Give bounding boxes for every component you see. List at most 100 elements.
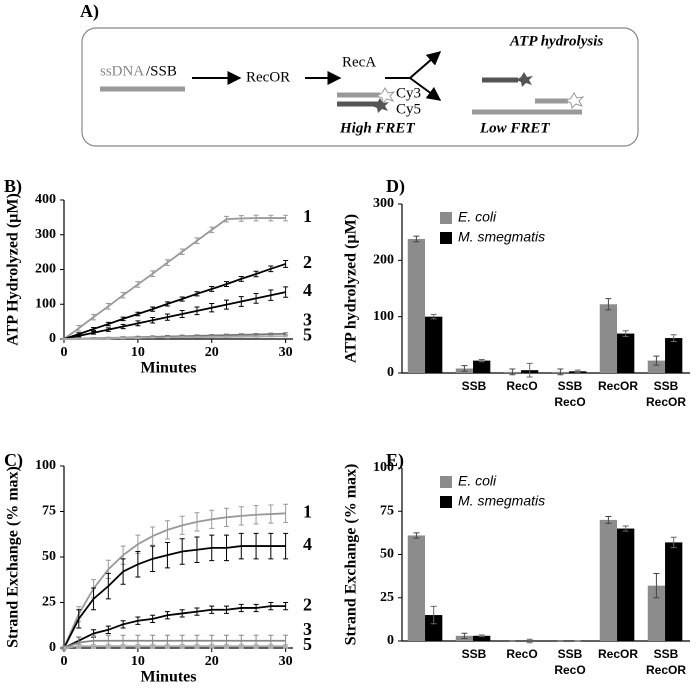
x-tick-label: RecOR	[646, 395, 686, 409]
panel-label: B)	[4, 176, 22, 197]
y-axis-label: ATP hydrolyzed (µM)	[343, 214, 360, 363]
error-bar	[209, 509, 215, 529]
error-bar	[61, 645, 67, 651]
legend-swatch	[440, 476, 452, 488]
error-bar	[461, 632, 468, 639]
series-end-label: 3	[303, 619, 312, 639]
error-bar	[105, 625, 111, 634]
error-bar	[120, 620, 126, 629]
series-line	[63, 217, 286, 340]
y-tick-label: 50	[42, 549, 56, 564]
error-bar	[164, 259, 170, 266]
error-bar	[238, 532, 244, 560]
error-bar	[238, 296, 244, 307]
error-bar	[179, 248, 185, 256]
error-bar	[194, 306, 200, 316]
y-axis-label: ATP Hydrolyzed (µM)	[5, 193, 22, 346]
recor-label: RecOR	[246, 69, 290, 85]
error-bar	[61, 338, 67, 340]
error-bar	[238, 215, 244, 222]
error-bar	[622, 330, 629, 337]
error-bar	[179, 310, 185, 318]
error-bar	[120, 291, 126, 299]
error-bar	[120, 643, 126, 649]
error-bar	[283, 532, 289, 560]
y-tick-label: 300	[35, 227, 56, 242]
bar	[647, 585, 666, 641]
error-bar	[105, 572, 111, 600]
y-tick-label: 50	[380, 547, 394, 562]
error-bar	[238, 643, 244, 649]
x-tick-label: 30	[279, 345, 293, 360]
reca-label: RecA	[342, 54, 376, 70]
x-tick-label: 10	[131, 654, 145, 669]
bar	[665, 542, 683, 641]
error-bar	[76, 609, 82, 629]
error-bar	[622, 525, 629, 532]
error-bar	[135, 320, 141, 327]
error-bar	[76, 334, 82, 338]
error-bar	[135, 336, 141, 340]
error-bar	[670, 334, 677, 342]
series-end-label: 3	[303, 309, 312, 329]
y-axis-label: Strand Exchange (% max)	[5, 466, 22, 648]
error-bar	[150, 643, 156, 649]
error-bar	[478, 358, 485, 363]
x-tick-label: RecO	[506, 647, 537, 661]
error-bar	[283, 259, 289, 268]
series-line	[63, 645, 286, 649]
error-bar	[164, 313, 170, 321]
y-tick-label: 100	[373, 309, 394, 324]
bar	[473, 635, 491, 641]
error-bar	[653, 355, 660, 366]
x-tick-label: RecOR	[646, 663, 686, 677]
y-tick-label: 0	[49, 331, 56, 346]
legend-swatch	[440, 212, 452, 224]
error-bar	[194, 607, 200, 616]
error-bar	[209, 286, 215, 292]
y-tick-label: 400	[35, 192, 56, 207]
error-bar	[283, 335, 289, 338]
error-bar	[224, 534, 230, 562]
y-tick-label: 300	[373, 196, 394, 211]
atp-label: ATP hydrolysis	[509, 33, 603, 49]
error-bar	[150, 526, 156, 546]
bar	[617, 528, 635, 641]
bar	[425, 615, 443, 641]
error-bar	[526, 362, 533, 378]
error-bar	[238, 603, 244, 613]
error-bar	[105, 337, 111, 340]
error-bar	[120, 316, 126, 322]
error-bar	[194, 643, 200, 649]
error-bar	[164, 611, 170, 620]
series-line	[63, 512, 286, 649]
ssdna-label: ssDNA	[100, 63, 144, 79]
y-tick-label: 25	[380, 590, 394, 605]
error-bar	[268, 643, 274, 649]
series-end-label: 1	[303, 206, 312, 226]
x-tick-label: 20	[205, 654, 219, 669]
error-bar	[179, 643, 185, 649]
error-bar	[164, 336, 170, 339]
series-end-label: 1	[303, 501, 312, 521]
error-bar	[150, 306, 156, 312]
x-tick-label: RecOR	[598, 647, 638, 661]
error-bar	[105, 327, 111, 332]
error-bar	[76, 643, 82, 649]
error-bar	[430, 313, 437, 320]
error-bar	[150, 316, 156, 324]
bar	[425, 316, 443, 373]
error-bar	[268, 289, 274, 301]
error-bar	[150, 614, 156, 624]
error-bar	[179, 609, 185, 618]
error-bar	[209, 534, 215, 562]
error-bar	[135, 551, 141, 578]
y-axis-label: Strand Exchange (% max)	[343, 464, 360, 646]
error-bar	[91, 330, 97, 335]
y-tick-label: 100	[35, 458, 56, 473]
legend-swatch	[440, 232, 452, 244]
error-bar	[238, 275, 244, 282]
x-tick-label: RecOR	[598, 379, 638, 393]
cy3-label: Cy3	[396, 85, 421, 101]
